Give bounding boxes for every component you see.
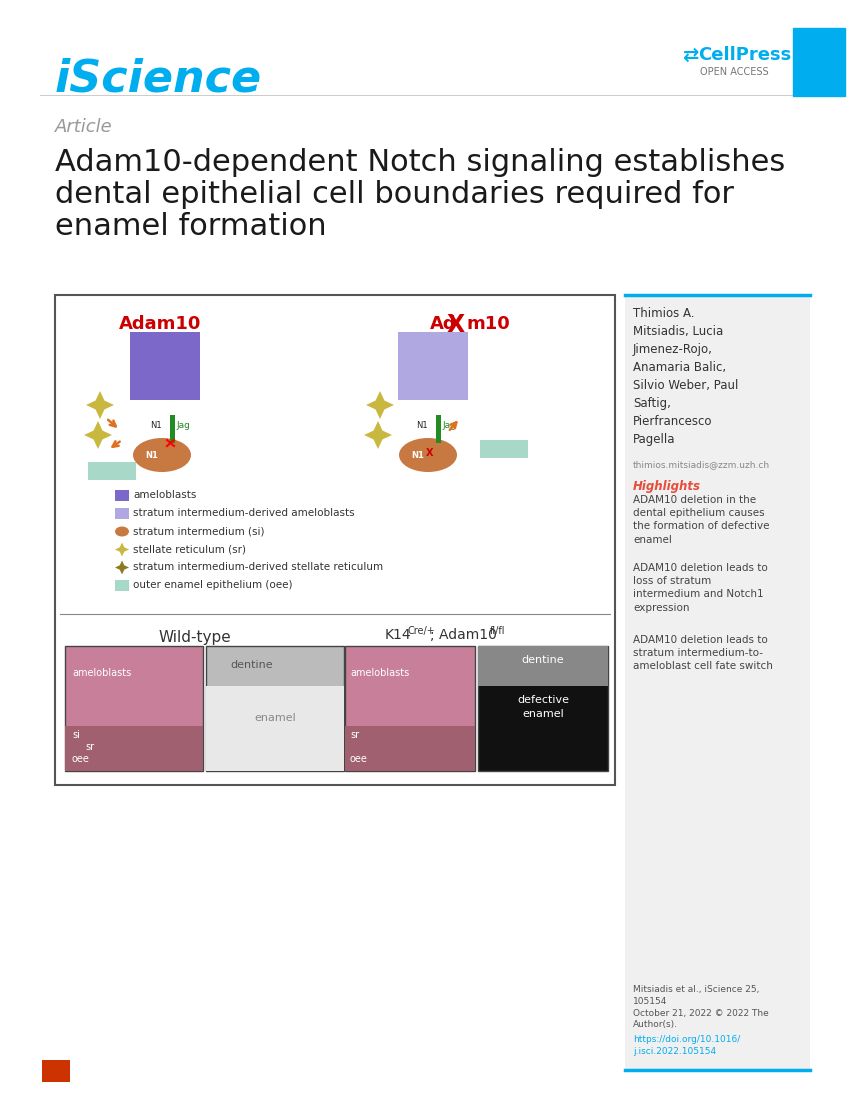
Bar bbox=[398, 332, 450, 400]
Text: ameloblasts: ameloblasts bbox=[72, 669, 131, 678]
Bar bbox=[65, 726, 203, 771]
Polygon shape bbox=[84, 421, 112, 449]
Text: enamel formation: enamel formation bbox=[55, 212, 326, 241]
Text: defective: defective bbox=[517, 695, 569, 705]
Bar bbox=[170, 415, 175, 443]
Text: Ad: Ad bbox=[430, 315, 456, 333]
Bar bbox=[478, 646, 608, 771]
Bar bbox=[88, 462, 136, 480]
Text: stratum intermedium-derived ameloblasts: stratum intermedium-derived ameloblasts bbox=[133, 508, 354, 518]
Polygon shape bbox=[115, 543, 129, 557]
Text: N1: N1 bbox=[411, 451, 424, 460]
Text: Mitsiadis et al., iScience 25,
105154
October 21, 2022 © 2022 The
Author(s).: Mitsiadis et al., iScience 25, 105154 Oc… bbox=[633, 985, 768, 1030]
Text: ADAM10 deletion leads to
stratum intermedium-to-
ameloblast cell fate switch: ADAM10 deletion leads to stratum interme… bbox=[633, 635, 773, 672]
Bar bbox=[206, 646, 344, 771]
Text: Article: Article bbox=[55, 118, 113, 136]
Text: X: X bbox=[426, 448, 434, 457]
Text: N1: N1 bbox=[145, 451, 158, 460]
Text: ameloblasts: ameloblasts bbox=[350, 669, 409, 678]
Polygon shape bbox=[366, 391, 394, 419]
Text: stellate reticulum (sr): stellate reticulum (sr) bbox=[133, 545, 246, 555]
Bar bbox=[436, 415, 441, 443]
Text: sr: sr bbox=[85, 741, 94, 753]
Ellipse shape bbox=[399, 438, 457, 472]
Text: N1: N1 bbox=[150, 421, 162, 430]
Text: Adam10: Adam10 bbox=[119, 315, 201, 333]
Bar bbox=[345, 646, 475, 771]
Text: Wild-type: Wild-type bbox=[159, 630, 231, 645]
Bar bbox=[115, 490, 129, 501]
Bar bbox=[42, 1060, 70, 1082]
Bar bbox=[115, 508, 129, 519]
Bar bbox=[65, 646, 203, 771]
Text: iScience: iScience bbox=[55, 57, 262, 101]
Bar bbox=[55, 295, 615, 785]
Text: https://doi.org/10.1016/
j.isci.2022.105154: https://doi.org/10.1016/ j.isci.2022.105… bbox=[633, 1035, 740, 1055]
Text: ADAM10 deletion in the
dental epithelium causes
the formation of defective
ename: ADAM10 deletion in the dental epithelium… bbox=[633, 495, 769, 545]
Bar bbox=[625, 295, 810, 1070]
Text: K14: K14 bbox=[385, 628, 411, 642]
Text: X: X bbox=[447, 313, 465, 337]
Ellipse shape bbox=[115, 526, 129, 537]
Text: ⇄: ⇄ bbox=[682, 46, 699, 65]
Text: fl/fl: fl/fl bbox=[490, 627, 506, 636]
Polygon shape bbox=[364, 421, 392, 449]
Text: OPEN ACCESS: OPEN ACCESS bbox=[700, 67, 768, 77]
Text: enamel: enamel bbox=[522, 709, 564, 719]
Text: m10: m10 bbox=[467, 315, 511, 333]
Text: N1: N1 bbox=[416, 421, 428, 430]
Text: Jag: Jag bbox=[442, 421, 456, 430]
Bar bbox=[478, 646, 608, 686]
Text: Thimios A.
Mitsiadis, Lucia
Jimenez-Rojo,
Anamaria Balic,
Silvio Weber, Paul
Saf: Thimios A. Mitsiadis, Lucia Jimenez-Rojo… bbox=[633, 307, 739, 446]
Bar bbox=[416, 332, 468, 400]
Polygon shape bbox=[86, 391, 114, 419]
Text: oee: oee bbox=[350, 754, 368, 764]
Text: ADAM10 deletion leads to
loss of stratum
intermedium and Notch1
expression: ADAM10 deletion leads to loss of stratum… bbox=[633, 564, 768, 612]
Text: dental epithelial cell boundaries required for: dental epithelial cell boundaries requir… bbox=[55, 180, 734, 209]
Text: thimios.mitsiadis@zzm.uzh.ch: thimios.mitsiadis@zzm.uzh.ch bbox=[633, 460, 770, 469]
Text: enamel: enamel bbox=[254, 713, 296, 723]
Text: dentine: dentine bbox=[522, 655, 564, 665]
Text: CellPress: CellPress bbox=[698, 46, 791, 64]
Text: oee: oee bbox=[72, 754, 90, 764]
Text: ; Adam10: ; Adam10 bbox=[430, 628, 497, 642]
Text: stratum intermedium (si): stratum intermedium (si) bbox=[133, 526, 264, 537]
Text: Highlights: Highlights bbox=[633, 480, 701, 493]
Bar bbox=[115, 580, 129, 591]
Text: ameloblasts: ameloblasts bbox=[133, 491, 196, 501]
Bar bbox=[130, 332, 182, 400]
Text: sr: sr bbox=[350, 730, 359, 740]
Bar bbox=[345, 726, 475, 771]
Text: Cre/+: Cre/+ bbox=[408, 627, 436, 636]
Text: si: si bbox=[72, 730, 80, 740]
Ellipse shape bbox=[133, 438, 191, 472]
Polygon shape bbox=[115, 560, 129, 575]
Bar bbox=[480, 440, 528, 457]
Text: Adam10-dependent Notch signaling establishes: Adam10-dependent Notch signaling establi… bbox=[55, 148, 785, 177]
Text: outer enamel epithelium (oee): outer enamel epithelium (oee) bbox=[133, 580, 292, 590]
Text: dentine: dentine bbox=[230, 660, 274, 670]
Text: stratum intermedium-derived stellate reticulum: stratum intermedium-derived stellate ret… bbox=[133, 562, 383, 572]
Bar bbox=[206, 686, 344, 771]
Bar bbox=[793, 28, 845, 96]
Text: Jag: Jag bbox=[176, 421, 190, 430]
Bar bbox=[148, 332, 200, 400]
